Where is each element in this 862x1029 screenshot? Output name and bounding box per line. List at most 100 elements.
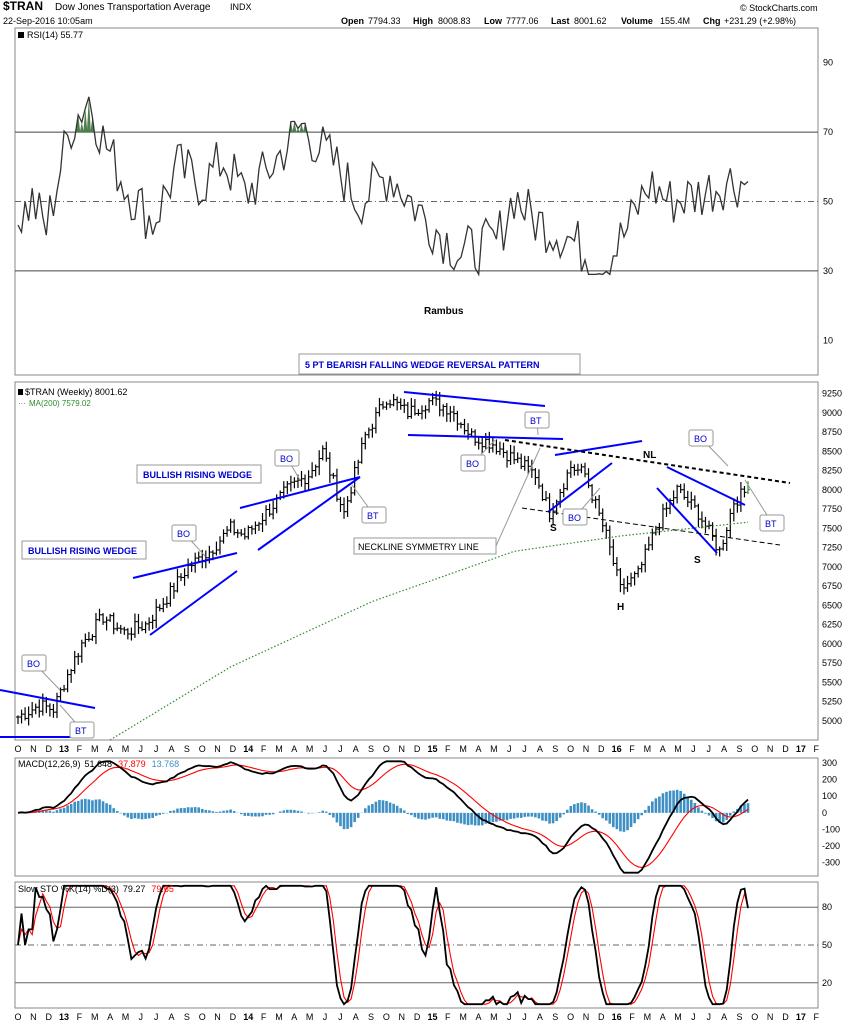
x-axis-label: J	[507, 744, 512, 754]
macd-hist-bar	[290, 810, 293, 813]
x-axis-label: M	[91, 744, 99, 754]
author-label: Rambus	[424, 306, 464, 317]
x-axis-label: F	[629, 1012, 635, 1022]
x-axis-label: O	[567, 1012, 574, 1022]
macd-hist-bar	[229, 809, 232, 812]
macd-hist-bar	[460, 813, 463, 824]
macd-hist-bar	[59, 809, 62, 813]
macd-hist-bar	[633, 813, 636, 823]
macd-hist-bar	[258, 813, 261, 817]
x-axis-label: O	[567, 744, 574, 754]
x-axis-label: O	[751, 1012, 758, 1022]
macd-hist-bar	[339, 813, 342, 826]
macd-hist-bar	[52, 812, 55, 813]
x-axis-label: 14	[243, 744, 253, 754]
rsi-line	[18, 97, 748, 275]
macd-hist-bar	[364, 808, 367, 813]
macd-hist-bar	[378, 800, 381, 813]
macd-hist-bar	[527, 813, 530, 817]
x-axis-label: A	[660, 1012, 666, 1022]
volume-value: 155.4M	[660, 16, 690, 26]
macd-hist-bar	[158, 813, 161, 815]
x-axis-label: M	[91, 1012, 99, 1022]
x-axis-label: M	[275, 1012, 283, 1022]
price-tick-label: 8500	[822, 446, 842, 456]
x-axis-label: D	[45, 744, 52, 754]
x-axis-label: D	[230, 1012, 237, 1022]
x-axis-label: D	[414, 744, 421, 754]
x-axis-label: S	[368, 744, 374, 754]
macd-hist-bar	[343, 813, 346, 829]
macd-hist-bar	[538, 813, 541, 819]
x-axis-label: D	[414, 1012, 421, 1022]
label-bt: BT	[530, 416, 542, 426]
shoulder-wedge-top	[555, 441, 642, 455]
price-legend-swatch	[18, 389, 23, 395]
macd-hist-bar	[307, 813, 310, 814]
x-axis-label: A	[291, 1012, 297, 1022]
macd-hist-bar	[325, 812, 328, 813]
x-axis-label: A	[168, 744, 174, 754]
macd-hist-bar	[612, 813, 615, 827]
x-axis-label: M	[674, 744, 682, 754]
macd-hist-bar	[676, 790, 679, 813]
macd-hist-bar	[686, 797, 689, 813]
macd-hist-bar	[548, 813, 551, 824]
x-axis-label: 14	[243, 1012, 253, 1022]
macd-hist-bar	[336, 813, 339, 823]
macd-hist-bar	[584, 803, 587, 813]
x-axis-label: A	[475, 1012, 481, 1022]
macd-hist-bar	[449, 813, 452, 821]
price-tick-label: 6000	[822, 639, 842, 649]
label-bo: BO	[177, 529, 190, 539]
last-label: Last	[551, 16, 570, 26]
macd-hist-bar	[116, 811, 119, 813]
macd-hist-bar	[453, 813, 456, 821]
macd-hist-bar	[353, 813, 356, 822]
macd-hist-bar	[215, 812, 218, 813]
macd-hist-bar	[95, 800, 98, 813]
x-axis-label: S	[552, 1012, 558, 1022]
sto-tick-label: 80	[822, 902, 832, 912]
x-axis-label: M	[275, 744, 283, 754]
label-left-shoulder: S	[550, 523, 557, 534]
rsi-tick-label: 90	[823, 58, 833, 68]
rsi-tick-label: 70	[823, 127, 833, 137]
label-neckline: NL	[643, 450, 656, 461]
callout-bullish-wedge-2: BULLISH RISING WEDGE	[143, 470, 252, 480]
macd-hist-bar	[375, 802, 378, 813]
x-axis-label: F	[77, 1012, 83, 1022]
x-axis-label: A	[168, 1012, 174, 1022]
macd-hist-bar	[637, 813, 640, 819]
x-axis-label: J	[522, 744, 527, 754]
x-axis-label: A	[353, 744, 359, 754]
last-value: 8001.62	[574, 16, 607, 26]
macd-hist-bar	[134, 813, 137, 818]
header-datetime: 22-Sep-2016 10:05am	[3, 16, 93, 26]
x-axis-label: J	[154, 1012, 159, 1022]
price-tick-label: 7500	[822, 523, 842, 533]
macd-hist-bar	[148, 813, 151, 819]
macd-tick-label: 0	[822, 808, 827, 818]
x-axis-label: M	[490, 744, 498, 754]
macd-hist-bar	[587, 806, 590, 813]
x-axis-label: A	[660, 744, 666, 754]
macd-hist-bar	[212, 811, 215, 813]
x-axis-label: M	[122, 1012, 130, 1022]
macd-hist-bar	[66, 805, 69, 812]
x-axis-label: F	[629, 744, 635, 754]
macd-hist-bar	[346, 813, 349, 829]
macd-hist-bar	[534, 813, 537, 817]
x-axis-label: J	[139, 1012, 144, 1022]
macd-hist-bar	[467, 813, 470, 825]
neckline	[505, 440, 790, 483]
macd-hist-bar	[506, 813, 509, 820]
x-axis-label: N	[214, 744, 221, 754]
sto-legend-d: 79.65	[151, 884, 174, 894]
x-axis-label: A	[475, 744, 481, 754]
x-axis-label: 17	[796, 1012, 806, 1022]
